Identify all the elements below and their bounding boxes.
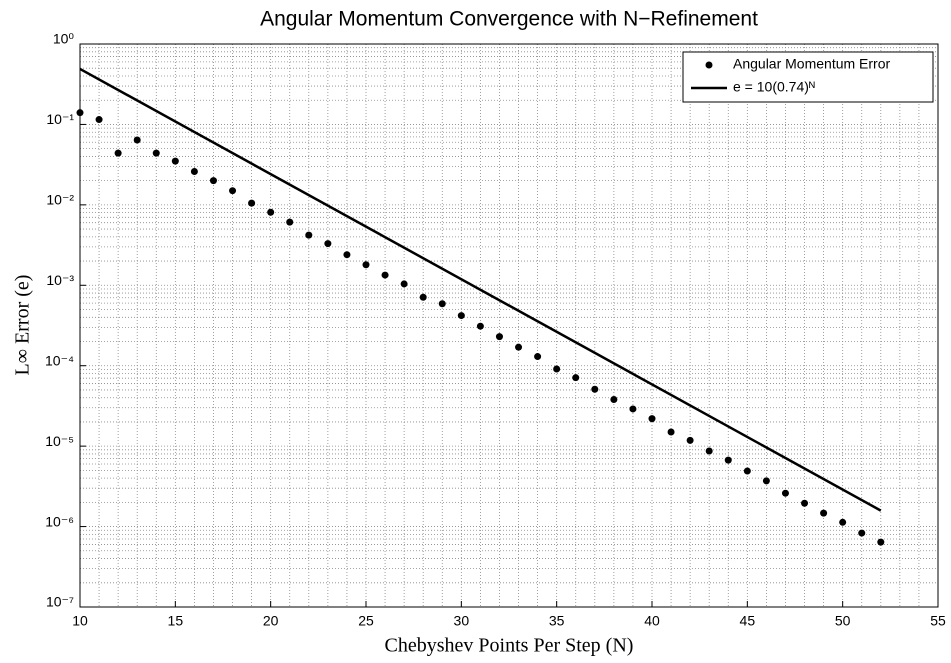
data-point [457, 312, 465, 320]
x-tick-label: 10 [72, 613, 88, 629]
data-point [171, 157, 179, 165]
data-point [343, 251, 351, 259]
data-point [190, 167, 198, 175]
legend-marker [705, 61, 713, 69]
data-point [95, 116, 103, 124]
data-point [400, 280, 408, 288]
y-tick-label: 10⁻² [46, 192, 74, 208]
data-point [267, 208, 275, 216]
x-tick-label: 40 [644, 613, 660, 629]
data-point [705, 447, 713, 455]
data-point [476, 322, 484, 330]
legend-label: Angular Momentum Error [733, 56, 891, 72]
data-point [209, 177, 217, 185]
data-point [781, 489, 789, 497]
data-point [248, 199, 256, 207]
y-axis-label: L∞ Error (e) [12, 275, 34, 376]
data-point [114, 149, 122, 157]
data-point [762, 477, 770, 485]
x-tick-label: 20 [263, 613, 279, 629]
data-point [648, 415, 656, 423]
x-tick-label: 45 [740, 613, 756, 629]
data-point [381, 271, 389, 279]
y-tick-label: 10⁻⁵ [45, 433, 74, 449]
data-point [820, 509, 828, 517]
y-tick-label: 10⁻³ [46, 272, 74, 288]
data-point [591, 385, 599, 393]
data-point [229, 187, 237, 195]
y-tick-label: 10⁰ [53, 31, 75, 47]
data-point [534, 353, 542, 361]
x-tick-label: 15 [168, 613, 184, 629]
data-point [743, 467, 751, 475]
y-tick-label: 10⁻⁶ [45, 513, 74, 529]
data-point [515, 343, 523, 351]
plot-frame [79, 43, 939, 608]
x-tick-label: 55 [930, 613, 946, 629]
data-point [419, 293, 427, 301]
data-point [362, 261, 370, 269]
data-point [495, 333, 503, 341]
y-tick-label: 10⁻¹ [46, 111, 74, 127]
data-point [877, 538, 885, 546]
data-point [305, 231, 313, 239]
data-point [629, 405, 637, 413]
data-point [324, 240, 332, 248]
data-point [133, 136, 141, 144]
data-point [839, 518, 847, 526]
data-point [801, 499, 809, 507]
x-axis-label: Chebyshev Points Per Step (N) [385, 635, 634, 657]
data-point [858, 529, 866, 537]
data-point [572, 374, 580, 382]
data-point [610, 396, 618, 404]
data-point [686, 436, 694, 444]
data-point [724, 456, 732, 464]
fit-line [79, 67, 882, 512]
data-point [438, 300, 446, 308]
x-tick-label: 30 [454, 613, 470, 629]
x-tick-label: 50 [835, 613, 851, 629]
data-point [152, 149, 160, 157]
data-point [76, 109, 84, 117]
y-tick-label: 10⁻⁴ [45, 352, 74, 368]
x-tick-label: 25 [358, 613, 374, 629]
data-point [667, 428, 675, 436]
y-tick-label: 10⁻⁷ [46, 594, 74, 610]
data-point [553, 365, 561, 373]
x-tick-label: 35 [549, 613, 565, 629]
legend-box [682, 51, 934, 103]
legend-label: e = 10(0.74)ᴺ [733, 79, 815, 95]
chart-title: Angular Momentum Convergence with N−Refi… [260, 8, 758, 31]
data-point [286, 218, 294, 226]
